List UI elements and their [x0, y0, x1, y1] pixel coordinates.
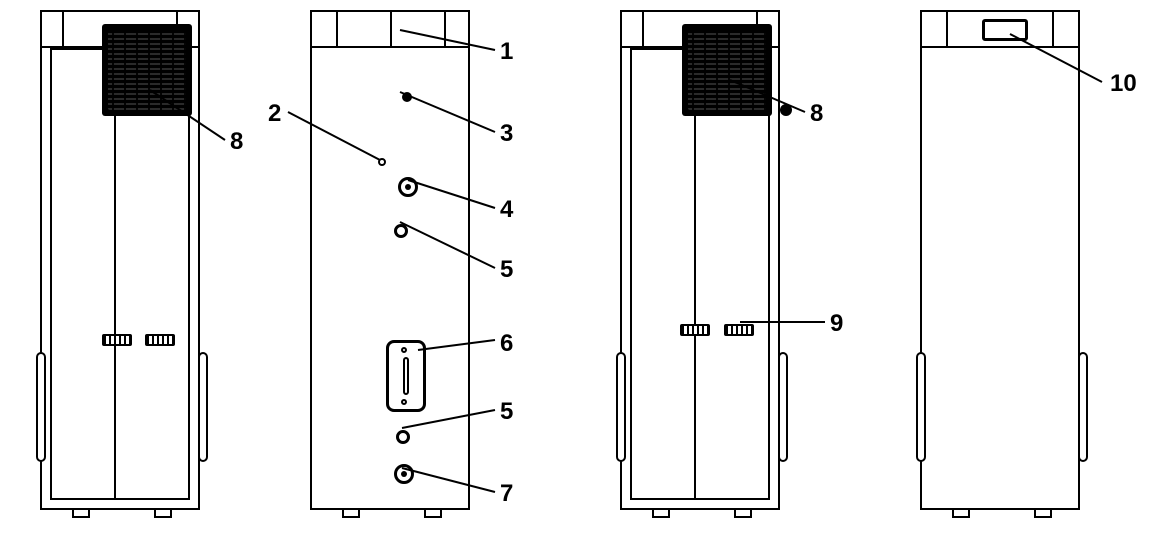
power-inlet	[386, 340, 426, 412]
side-knob	[780, 104, 792, 116]
side-bulge	[1078, 352, 1088, 462]
foot	[342, 508, 360, 518]
callout-4: 4	[500, 196, 513, 224]
callout-5: 5	[500, 398, 513, 426]
foot	[424, 508, 442, 518]
callout-2: 2	[268, 100, 281, 128]
foot	[952, 508, 970, 518]
callout-6: 6	[500, 330, 513, 358]
port-ring-small	[396, 430, 410, 444]
side-bulge	[616, 352, 626, 462]
screw-dot	[402, 92, 412, 102]
unit-view-a	[40, 10, 200, 510]
callout-8: 8	[810, 100, 823, 128]
fan-grille	[102, 24, 192, 116]
vent-slot	[680, 324, 710, 336]
port-ring	[398, 177, 418, 197]
callout-9: 9	[830, 310, 843, 338]
vent-slot	[102, 334, 132, 346]
side-bulge	[36, 352, 46, 462]
callout-7: 7	[500, 480, 513, 508]
callout-8: 8	[230, 128, 243, 156]
callout-1: 1	[500, 38, 513, 66]
unit-view-d	[920, 10, 1080, 510]
unit-view-b	[310, 10, 470, 510]
vent-slot	[145, 334, 175, 346]
foot	[72, 508, 90, 518]
callout-3: 3	[500, 120, 513, 148]
side-bulge	[916, 352, 926, 462]
vent-slot	[724, 324, 754, 336]
foot	[652, 508, 670, 518]
callout-5: 5	[500, 256, 513, 284]
callout-10: 10	[1110, 70, 1137, 98]
side-bulge	[778, 352, 788, 462]
foot	[1034, 508, 1052, 518]
foot	[734, 508, 752, 518]
foot	[154, 508, 172, 518]
reset-pinhole	[378, 158, 386, 166]
port-ring	[394, 464, 414, 484]
display-panel	[982, 19, 1028, 41]
diagram-stage: 1 2 3 4 5 6 5 7 8 8 9 10	[0, 0, 1160, 552]
fan-grille	[682, 24, 772, 116]
unit-view-c	[620, 10, 780, 510]
top-cap	[312, 12, 468, 48]
port-ring-small	[394, 224, 408, 238]
side-bulge	[198, 352, 208, 462]
